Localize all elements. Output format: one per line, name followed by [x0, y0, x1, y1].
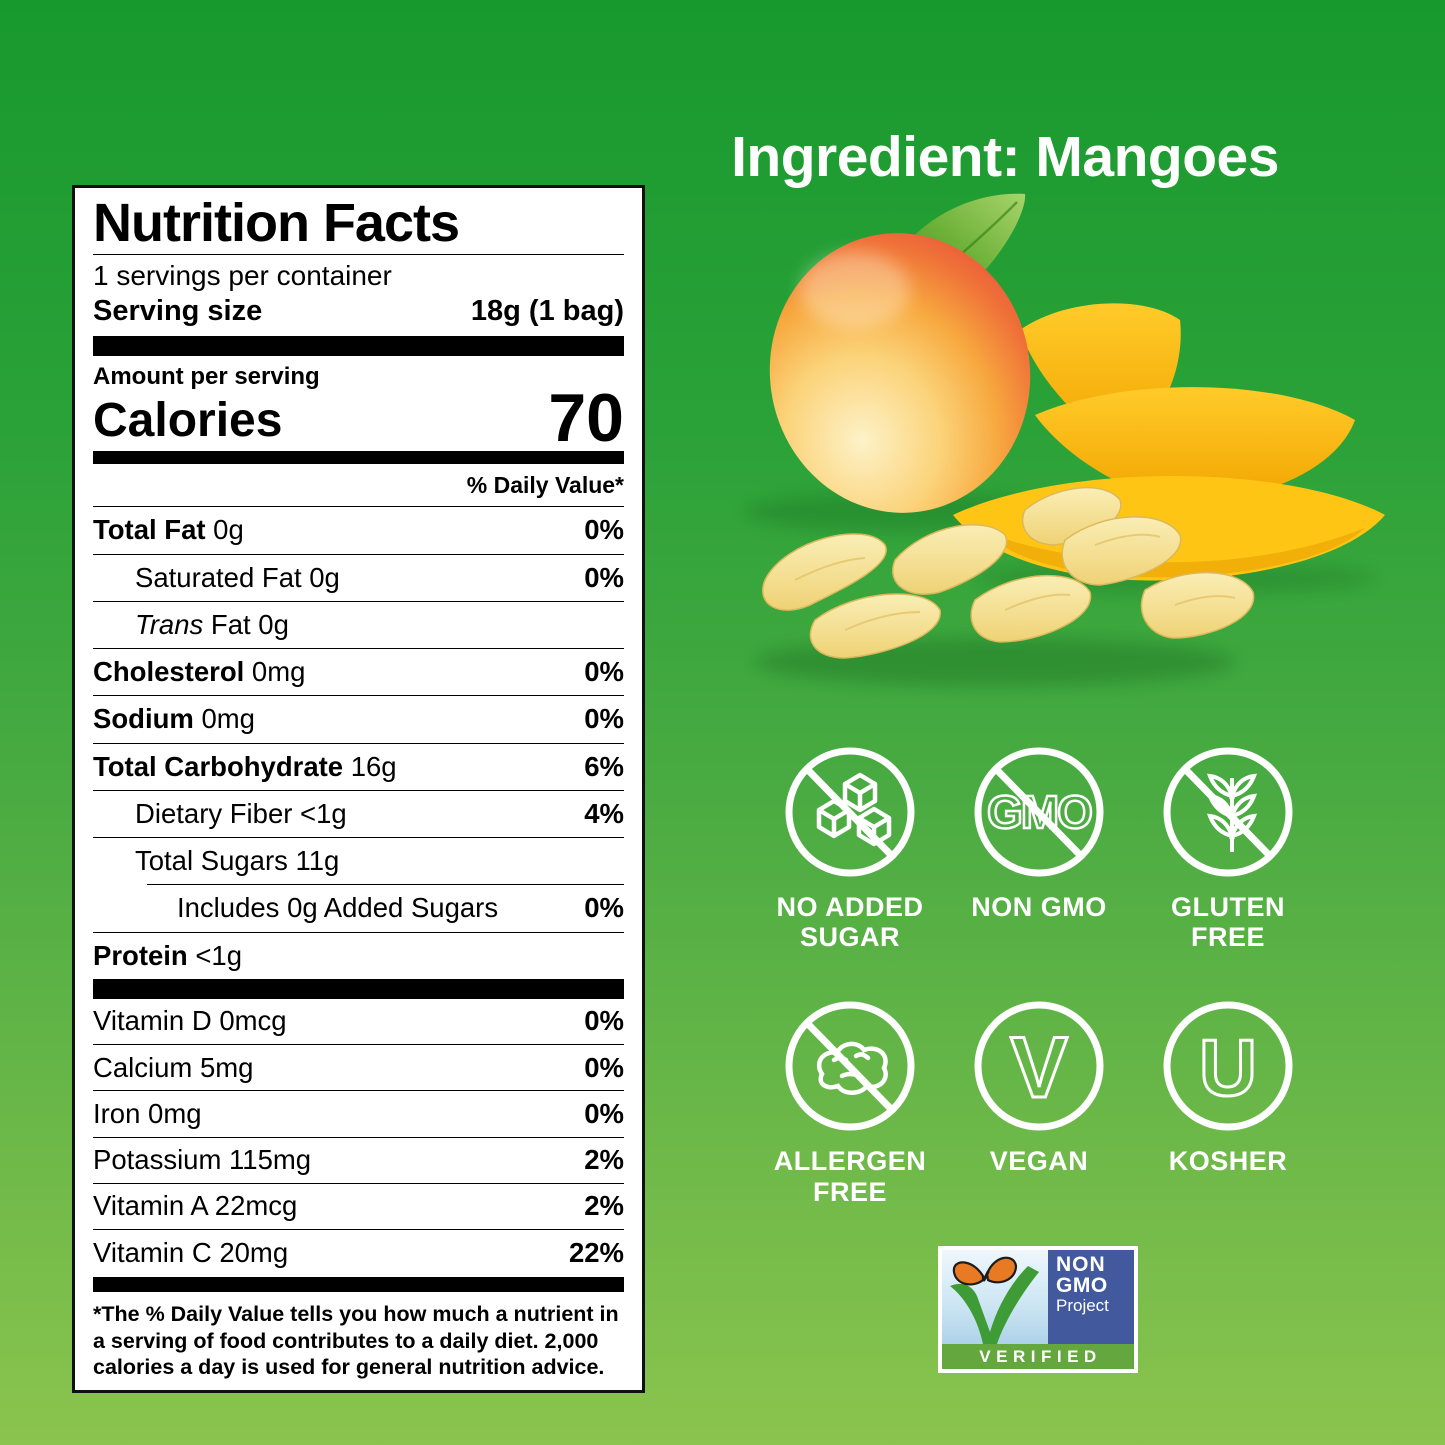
kosher-icon: U [1163, 1001, 1293, 1131]
seal-verified-strip: VERIFIED [942, 1344, 1134, 1369]
allergen-free-icon [785, 1001, 915, 1131]
badge-label: VEGAN [989, 1146, 1089, 1177]
vitamin-row-vitamin-d: Vitamin D 0mcg 0% [93, 1005, 624, 1037]
vitamin-row-iron: Iron 0mg 0% [93, 1090, 624, 1136]
nutrition-facts-title: Nutrition Facts [93, 193, 460, 253]
non-gmo-icon: GMO [974, 747, 1104, 877]
thick-divider [93, 978, 624, 999]
mango-highlight [800, 252, 910, 328]
badge-label: NO ADDED SUGAR [776, 892, 924, 953]
badge-allergen-free: ALLERGEN FREE [760, 998, 940, 1207]
vitamin-row-vitamin-c: Vitamin C 20mg 22% [93, 1229, 624, 1275]
mango-image [745, 193, 1385, 686]
nutrient-row-total-carbohydrate: Total Carbohydrate 16g 6% [93, 742, 624, 790]
serving-size-row: Serving size 18g (1 bag) [93, 295, 624, 328]
thick-divider [93, 335, 624, 356]
chip-texture [794, 533, 1236, 631]
title-divider [93, 254, 624, 256]
dried-mango-chips [762, 487, 1255, 659]
nutrient-row-total-sugars: Total Sugars 11g [93, 837, 624, 884]
nutrient-row-protein: Protein <1g [93, 931, 624, 979]
svg-text:U: U [1199, 1023, 1257, 1112]
vitamin-row-potassium: Potassium 115mg 2% [93, 1136, 624, 1183]
badge-non-gmo: GMO NON GMO [949, 744, 1129, 952]
serving-size-label: Serving size [93, 294, 263, 327]
nutrition-facts-label: Nutrition Facts 1 servings per container… [72, 185, 645, 1393]
calories-value: 70 [548, 379, 624, 456]
badge-label: NON GMO [971, 892, 1107, 922]
seal-checkmark-butterfly [950, 1256, 1039, 1344]
mango-body [769, 233, 1031, 513]
nutrient-row-trans-fat: Trans Fat 0g [93, 600, 624, 648]
gluten-free-icon [1163, 747, 1293, 877]
nutrient-row-cholesterol: Cholesterol 0mg 0% [93, 648, 624, 695]
amount-per-serving: Amount per serving [93, 362, 320, 390]
calories-label: Calories [93, 394, 283, 448]
seal-text-panel: NON GMO Project [1048, 1250, 1134, 1344]
feature-badges: NO ADDED SUGAR GMO NON GMO [760, 744, 1318, 1207]
non-gmo-project-seal: NON GMO Project VERIFIED [938, 1246, 1138, 1373]
vitamin-row-calcium: Calcium 5mg 0% [93, 1044, 624, 1090]
page-title: Ingredient: Mangoes [731, 125, 1279, 190]
nutrient-row-sodium: Sodium 0mg 0% [93, 695, 624, 742]
vitamin-row-vitamin-a: Vitamin A 22mcg 2% [93, 1182, 624, 1229]
medium-divider [93, 451, 624, 465]
svg-text:V: V [1010, 1020, 1067, 1116]
badge-vegan: V VEGAN [949, 998, 1129, 1206]
daily-value-footnote: *The % Daily Value tells you how much a … [93, 1302, 619, 1379]
no-added-sugar-icon [785, 747, 915, 877]
badge-no-added-sugar: NO ADDED SUGAR [760, 744, 940, 952]
daily-value-header: % Daily Value* [466, 472, 624, 499]
mango-slice-2 [1035, 387, 1355, 502]
thick-divider [93, 1277, 624, 1293]
badge-label: KOSHER [1168, 1146, 1288, 1177]
badge-label: ALLERGEN FREE [773, 1146, 927, 1207]
calories-row: Calories 70 [93, 379, 624, 456]
servings-per-container: 1 servings per container [93, 260, 392, 292]
nutrient-row-total-fat: Total Fat 0g 0% [93, 506, 624, 553]
serving-size-value: 18g (1 bag) [470, 294, 624, 327]
badge-kosher: U KOSHER [1138, 998, 1318, 1206]
nutrient-row-dietary-fiber: Dietary Fiber <1g 4% [93, 789, 624, 837]
seal-checkmark-panel [942, 1250, 1048, 1344]
badge-label: GLUTEN FREE [1171, 892, 1285, 953]
vegan-icon: V [974, 1001, 1104, 1131]
badge-gluten-free: GLUTEN FREE [1138, 744, 1318, 952]
nutrient-row-saturated-fat: Saturated Fat 0g 0% [93, 553, 624, 601]
nutrient-row-added-sugars: Includes 0g Added Sugars 0% [147, 884, 624, 931]
